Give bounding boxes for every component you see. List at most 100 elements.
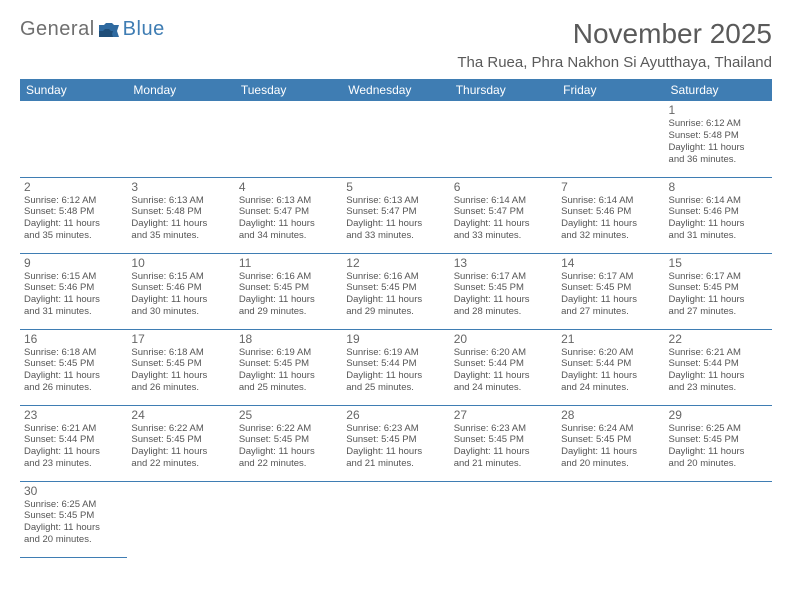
calendar-cell: 28Sunrise: 6:24 AMSunset: 5:45 PMDayligh…	[557, 405, 664, 481]
day-info-line: Sunrise: 6:12 AM	[24, 195, 123, 207]
day-number: 25	[239, 408, 338, 422]
day-info-line: Sunset: 5:47 PM	[239, 206, 338, 218]
day-info-line: Sunset: 5:46 PM	[24, 282, 123, 294]
day-info-line: and 24 minutes.	[454, 382, 553, 394]
day-info-line: Daylight: 11 hours	[346, 294, 445, 306]
calendar-cell	[665, 481, 772, 557]
day-info-line: Sunset: 5:45 PM	[454, 434, 553, 446]
calendar-cell: 27Sunrise: 6:23 AMSunset: 5:45 PMDayligh…	[450, 405, 557, 481]
day-info-line: Sunset: 5:44 PM	[669, 358, 768, 370]
day-number: 13	[454, 256, 553, 270]
day-info-line: Daylight: 11 hours	[346, 446, 445, 458]
day-info-line: Sunrise: 6:16 AM	[239, 271, 338, 283]
day-info-line: and 24 minutes.	[561, 382, 660, 394]
calendar-cell	[20, 101, 127, 177]
calendar-row: 9Sunrise: 6:15 AMSunset: 5:46 PMDaylight…	[20, 253, 772, 329]
calendar-cell: 13Sunrise: 6:17 AMSunset: 5:45 PMDayligh…	[450, 253, 557, 329]
day-info-line: and 26 minutes.	[24, 382, 123, 394]
header: General Blue November 2025 Tha Ruea, Phr…	[20, 18, 772, 71]
day-number: 14	[561, 256, 660, 270]
calendar-cell: 21Sunrise: 6:20 AMSunset: 5:44 PMDayligh…	[557, 329, 664, 405]
day-number: 22	[669, 332, 768, 346]
calendar-row: 16Sunrise: 6:18 AMSunset: 5:45 PMDayligh…	[20, 329, 772, 405]
day-info-line: Sunrise: 6:23 AM	[454, 423, 553, 435]
day-info-line: Sunset: 5:45 PM	[24, 510, 123, 522]
day-number: 2	[24, 180, 123, 194]
day-info-line: and 30 minutes.	[131, 306, 230, 318]
day-info-line: Sunset: 5:46 PM	[669, 206, 768, 218]
day-info-line: and 33 minutes.	[454, 230, 553, 242]
calendar-cell	[127, 101, 234, 177]
calendar-cell: 7Sunrise: 6:14 AMSunset: 5:46 PMDaylight…	[557, 177, 664, 253]
weekday-header: Monday	[127, 79, 234, 101]
day-info-line: and 20 minutes.	[561, 458, 660, 470]
day-info-line: Daylight: 11 hours	[669, 294, 768, 306]
day-info-line: Sunset: 5:45 PM	[239, 358, 338, 370]
day-info-line: Sunset: 5:46 PM	[131, 282, 230, 294]
day-info-line: and 33 minutes.	[346, 230, 445, 242]
calendar-table: Sunday Monday Tuesday Wednesday Thursday…	[20, 79, 772, 558]
day-number: 19	[346, 332, 445, 346]
day-info-line: Sunrise: 6:12 AM	[669, 118, 768, 130]
day-info-line: Daylight: 11 hours	[454, 218, 553, 230]
day-info-line: Daylight: 11 hours	[239, 218, 338, 230]
day-info-line: and 35 minutes.	[24, 230, 123, 242]
title-block: November 2025 Tha Ruea, Phra Nakhon Si A…	[457, 18, 772, 71]
day-info-line: Daylight: 11 hours	[24, 522, 123, 534]
day-info-line: and 22 minutes.	[131, 458, 230, 470]
day-number: 12	[346, 256, 445, 270]
calendar-cell: 1Sunrise: 6:12 AMSunset: 5:48 PMDaylight…	[665, 101, 772, 177]
day-number: 15	[669, 256, 768, 270]
day-info-line: Sunset: 5:48 PM	[669, 130, 768, 142]
day-info-line: Daylight: 11 hours	[131, 370, 230, 382]
day-info-line: Sunset: 5:45 PM	[669, 282, 768, 294]
day-info-line: Sunrise: 6:21 AM	[669, 347, 768, 359]
calendar-cell: 23Sunrise: 6:21 AMSunset: 5:44 PMDayligh…	[20, 405, 127, 481]
day-info-line: Daylight: 11 hours	[669, 446, 768, 458]
day-info-line: Sunrise: 6:25 AM	[24, 499, 123, 511]
day-number: 21	[561, 332, 660, 346]
calendar-cell	[450, 481, 557, 557]
calendar-cell	[450, 101, 557, 177]
day-info-line: Sunset: 5:44 PM	[561, 358, 660, 370]
day-info-line: Daylight: 11 hours	[669, 370, 768, 382]
calendar-cell	[342, 101, 449, 177]
day-info-line: Sunset: 5:44 PM	[24, 434, 123, 446]
day-number: 3	[131, 180, 230, 194]
calendar-cell: 16Sunrise: 6:18 AMSunset: 5:45 PMDayligh…	[20, 329, 127, 405]
day-info-line: and 20 minutes.	[24, 534, 123, 546]
day-info-line: Sunset: 5:45 PM	[561, 282, 660, 294]
weekday-header: Tuesday	[235, 79, 342, 101]
day-info-line: Daylight: 11 hours	[346, 370, 445, 382]
day-info-line: Sunrise: 6:17 AM	[669, 271, 768, 283]
day-info-line: Sunset: 5:45 PM	[239, 434, 338, 446]
day-info-line: and 23 minutes.	[24, 458, 123, 470]
calendar-row: 1Sunrise: 6:12 AMSunset: 5:48 PMDaylight…	[20, 101, 772, 177]
day-info-line: and 20 minutes.	[669, 458, 768, 470]
day-number: 1	[669, 103, 768, 117]
day-info-line: Daylight: 11 hours	[561, 294, 660, 306]
calendar-row: 30Sunrise: 6:25 AMSunset: 5:45 PMDayligh…	[20, 481, 772, 557]
day-info-line: and 27 minutes.	[669, 306, 768, 318]
day-info-line: Daylight: 11 hours	[561, 218, 660, 230]
day-info-line: Sunrise: 6:20 AM	[454, 347, 553, 359]
day-info-line: and 29 minutes.	[346, 306, 445, 318]
calendar-cell: 20Sunrise: 6:20 AMSunset: 5:44 PMDayligh…	[450, 329, 557, 405]
day-info-line: Sunset: 5:46 PM	[561, 206, 660, 218]
day-info-line: Sunset: 5:48 PM	[24, 206, 123, 218]
logo-text-blue: Blue	[123, 18, 165, 41]
day-info-line: Daylight: 11 hours	[669, 218, 768, 230]
calendar-cell: 22Sunrise: 6:21 AMSunset: 5:44 PMDayligh…	[665, 329, 772, 405]
calendar-cell: 6Sunrise: 6:14 AMSunset: 5:47 PMDaylight…	[450, 177, 557, 253]
day-info-line: Sunrise: 6:17 AM	[454, 271, 553, 283]
calendar-cell	[557, 481, 664, 557]
day-info-line: Sunset: 5:45 PM	[561, 434, 660, 446]
day-info-line: Daylight: 11 hours	[669, 142, 768, 154]
day-info-line: Daylight: 11 hours	[346, 218, 445, 230]
calendar-cell: 10Sunrise: 6:15 AMSunset: 5:46 PMDayligh…	[127, 253, 234, 329]
day-info-line: Daylight: 11 hours	[239, 370, 338, 382]
day-info-line: and 31 minutes.	[669, 230, 768, 242]
day-info-line: Sunset: 5:48 PM	[131, 206, 230, 218]
day-info-line: Daylight: 11 hours	[24, 446, 123, 458]
calendar-cell	[342, 481, 449, 557]
